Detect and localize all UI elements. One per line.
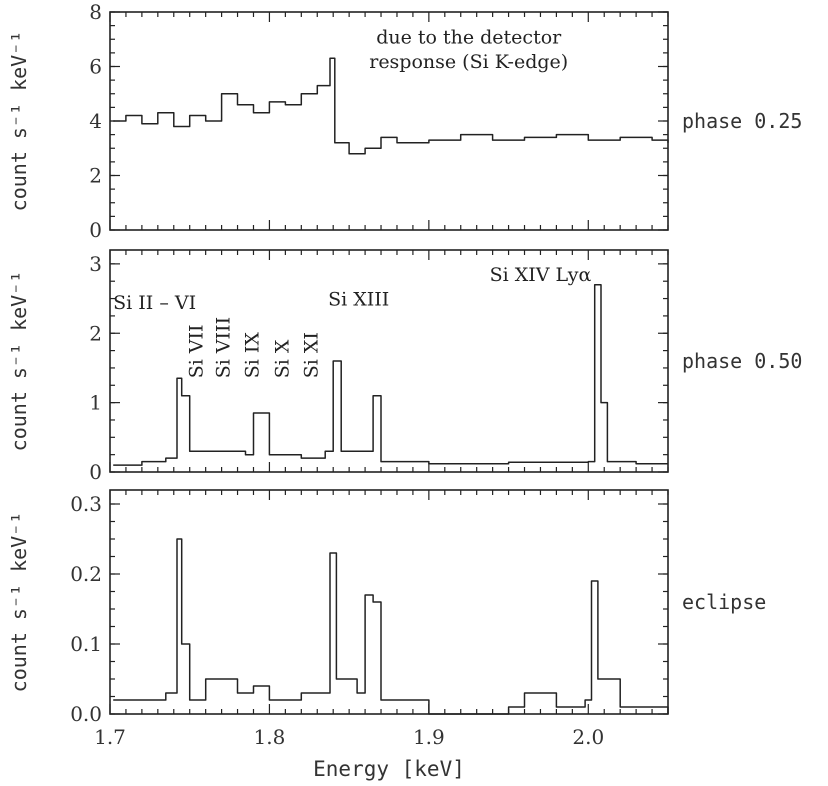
annotation: Si II – VI [113,292,196,314]
y-tick-label: 6 [89,55,102,79]
y-axis-label-2: count s⁻¹ keV⁻¹ [7,271,31,452]
y-axis-label-1: count s⁻¹ keV⁻¹ [7,31,31,212]
annotation: Si XIII [328,289,389,311]
y-tick-label: 8 [89,0,102,24]
x-axis-label: Energy [keV] [313,757,465,781]
x-tick-label: 1.8 [254,725,286,749]
y-tick-label: 0 [89,460,102,484]
spectrum-line-2 [113,283,668,466]
y-tick-label: 4 [89,109,102,133]
y-tick-label: 0 [89,218,102,242]
annotation: response (Si K-edge) [369,51,568,73]
y-tick-label: 0.1 [70,632,102,656]
y-axis-label-3: count s⁻¹ keV⁻¹ [7,512,31,693]
annotation: due to the detector [376,26,562,48]
y-tick-label: 1 [89,391,102,415]
annotation: Si XIV Lyα [490,264,592,286]
spectrum-line-1 [113,57,669,155]
spectrum-line-3 [113,538,669,715]
y-tick-label: 2 [89,321,102,345]
panel-frame-3 [109,489,669,715]
annotation-rotated: Si VIII [213,317,235,378]
panel-frame-2 [109,249,669,473]
panel-label-1: phase 0.25 [682,109,802,133]
x-tick-label: 1.9 [413,725,445,749]
annotation-rotated: Si VII [186,324,208,378]
y-tick-label: 0.3 [70,492,102,516]
x-tick-label: 1.7 [94,725,126,749]
annotation-rotated: Si XI [300,332,322,378]
panel-label-3: eclipse [682,590,766,614]
y-tick-label: 3 [89,252,102,276]
x-tick-label: 2.0 [572,725,604,749]
panel-label-2: phase 0.50 [682,349,802,373]
y-tick-label: 0.2 [70,562,102,586]
y-tick-label: 0.0 [70,702,102,726]
y-tick-label: 2 [89,164,102,188]
annotation-rotated: Si IX [241,332,263,379]
annotation-rotated: Si X [272,339,294,378]
